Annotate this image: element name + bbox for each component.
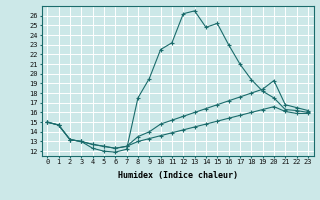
X-axis label: Humidex (Indice chaleur): Humidex (Indice chaleur)	[118, 171, 237, 180]
